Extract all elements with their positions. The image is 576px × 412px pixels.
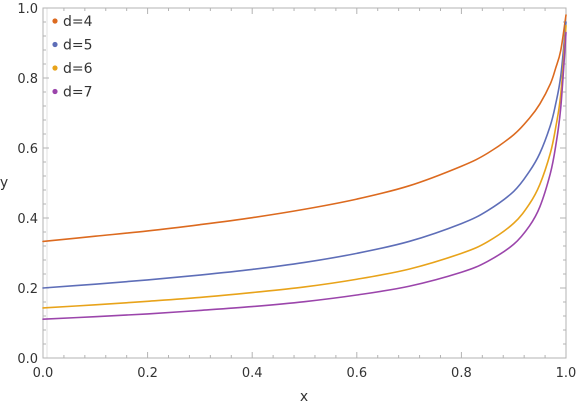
x-axis-label: x (300, 389, 308, 405)
legend-marker (52, 65, 58, 71)
legend-marker (52, 18, 58, 24)
series-line-d6 (42, 24, 567, 309)
x-tick-label: 0.0 (33, 366, 54, 381)
y-tick-label: 0.6 (17, 142, 38, 157)
y-tick-label: 0.0 (17, 352, 38, 367)
y-tick-label: 1.0 (17, 2, 38, 17)
plot-frame (42, 7, 567, 359)
legend-label: d=5 (63, 38, 93, 54)
legend-label: d=4 (63, 14, 93, 30)
series-line-d7 (42, 31, 567, 320)
x-tick-label: 0.4 (242, 366, 263, 381)
y-tick-label: 0.8 (17, 72, 38, 87)
y-tick-label: 0.4 (17, 212, 38, 227)
legend-label: d=6 (63, 61, 93, 77)
series-line-d5 (42, 21, 567, 289)
series-lines (42, 14, 567, 320)
legend-marker (52, 41, 58, 48)
x-tick-label: 0.6 (346, 366, 367, 381)
legend-marker (52, 88, 58, 95)
axes: 0.0 0.2 0.4 0.6 0.8 1.0 0.0 0.2 0.4 0.6 0.8 1.0 (17, 2, 576, 381)
x-tick-label: 0.8 (451, 366, 472, 381)
y-axis-label: y (0, 175, 8, 191)
y-tick-label: 0.2 (17, 282, 38, 297)
x-tick-label: 1.0 (556, 366, 576, 381)
x-tick-label: 0.2 (137, 366, 158, 381)
series-line-d4 (42, 14, 567, 243)
legend-label: d=7 (63, 85, 93, 101)
legend: d=4 d=5 d=6 d=7 (52, 14, 93, 101)
